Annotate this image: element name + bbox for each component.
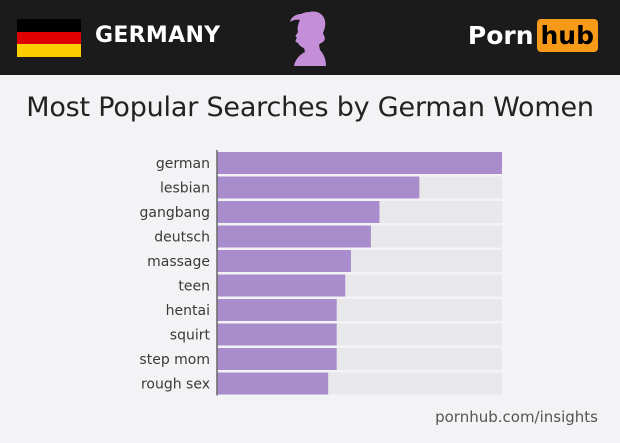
bar-lesbian xyxy=(217,176,420,199)
bar-massage xyxy=(217,250,351,272)
chart-title: Most Popular Searches by German Women xyxy=(26,92,594,123)
category-label: lesbian xyxy=(160,181,210,197)
flag-stripe-red xyxy=(17,31,81,45)
category-label: step mom xyxy=(139,352,210,368)
source-link[interactable]: pornhub.com/insights xyxy=(435,408,598,426)
flag-stripe-gold xyxy=(17,44,81,58)
logo-text-right: hub xyxy=(536,18,598,52)
germany-flag-icon xyxy=(17,19,81,58)
header-bar: GERMANY Porn hub xyxy=(0,0,620,75)
flag-stripe-black xyxy=(17,19,81,32)
bar-german xyxy=(217,152,502,174)
category-label: gangbang xyxy=(140,205,210,221)
category-label: deutsch xyxy=(154,230,210,246)
pornhub-logo: Porn hub xyxy=(468,18,598,52)
category-label: german xyxy=(156,156,210,172)
category-label: squirt xyxy=(170,328,211,344)
category-label: hentai xyxy=(166,303,210,319)
bar-gangbang xyxy=(217,201,380,223)
woman-silhouette-icon xyxy=(290,11,326,67)
bar-hentai xyxy=(217,299,337,321)
bar-rough-sex xyxy=(217,372,329,395)
category-label: massage xyxy=(147,254,210,270)
country-name: GERMANY xyxy=(95,23,221,48)
bar-step-mom xyxy=(217,348,337,370)
bar-teen xyxy=(217,274,346,297)
bar-deutsch xyxy=(217,225,371,248)
logo-text-left: Porn xyxy=(467,20,534,50)
category-label: teen xyxy=(178,279,210,295)
bar-squirt xyxy=(217,323,337,346)
category-label: rough sex xyxy=(141,377,210,393)
